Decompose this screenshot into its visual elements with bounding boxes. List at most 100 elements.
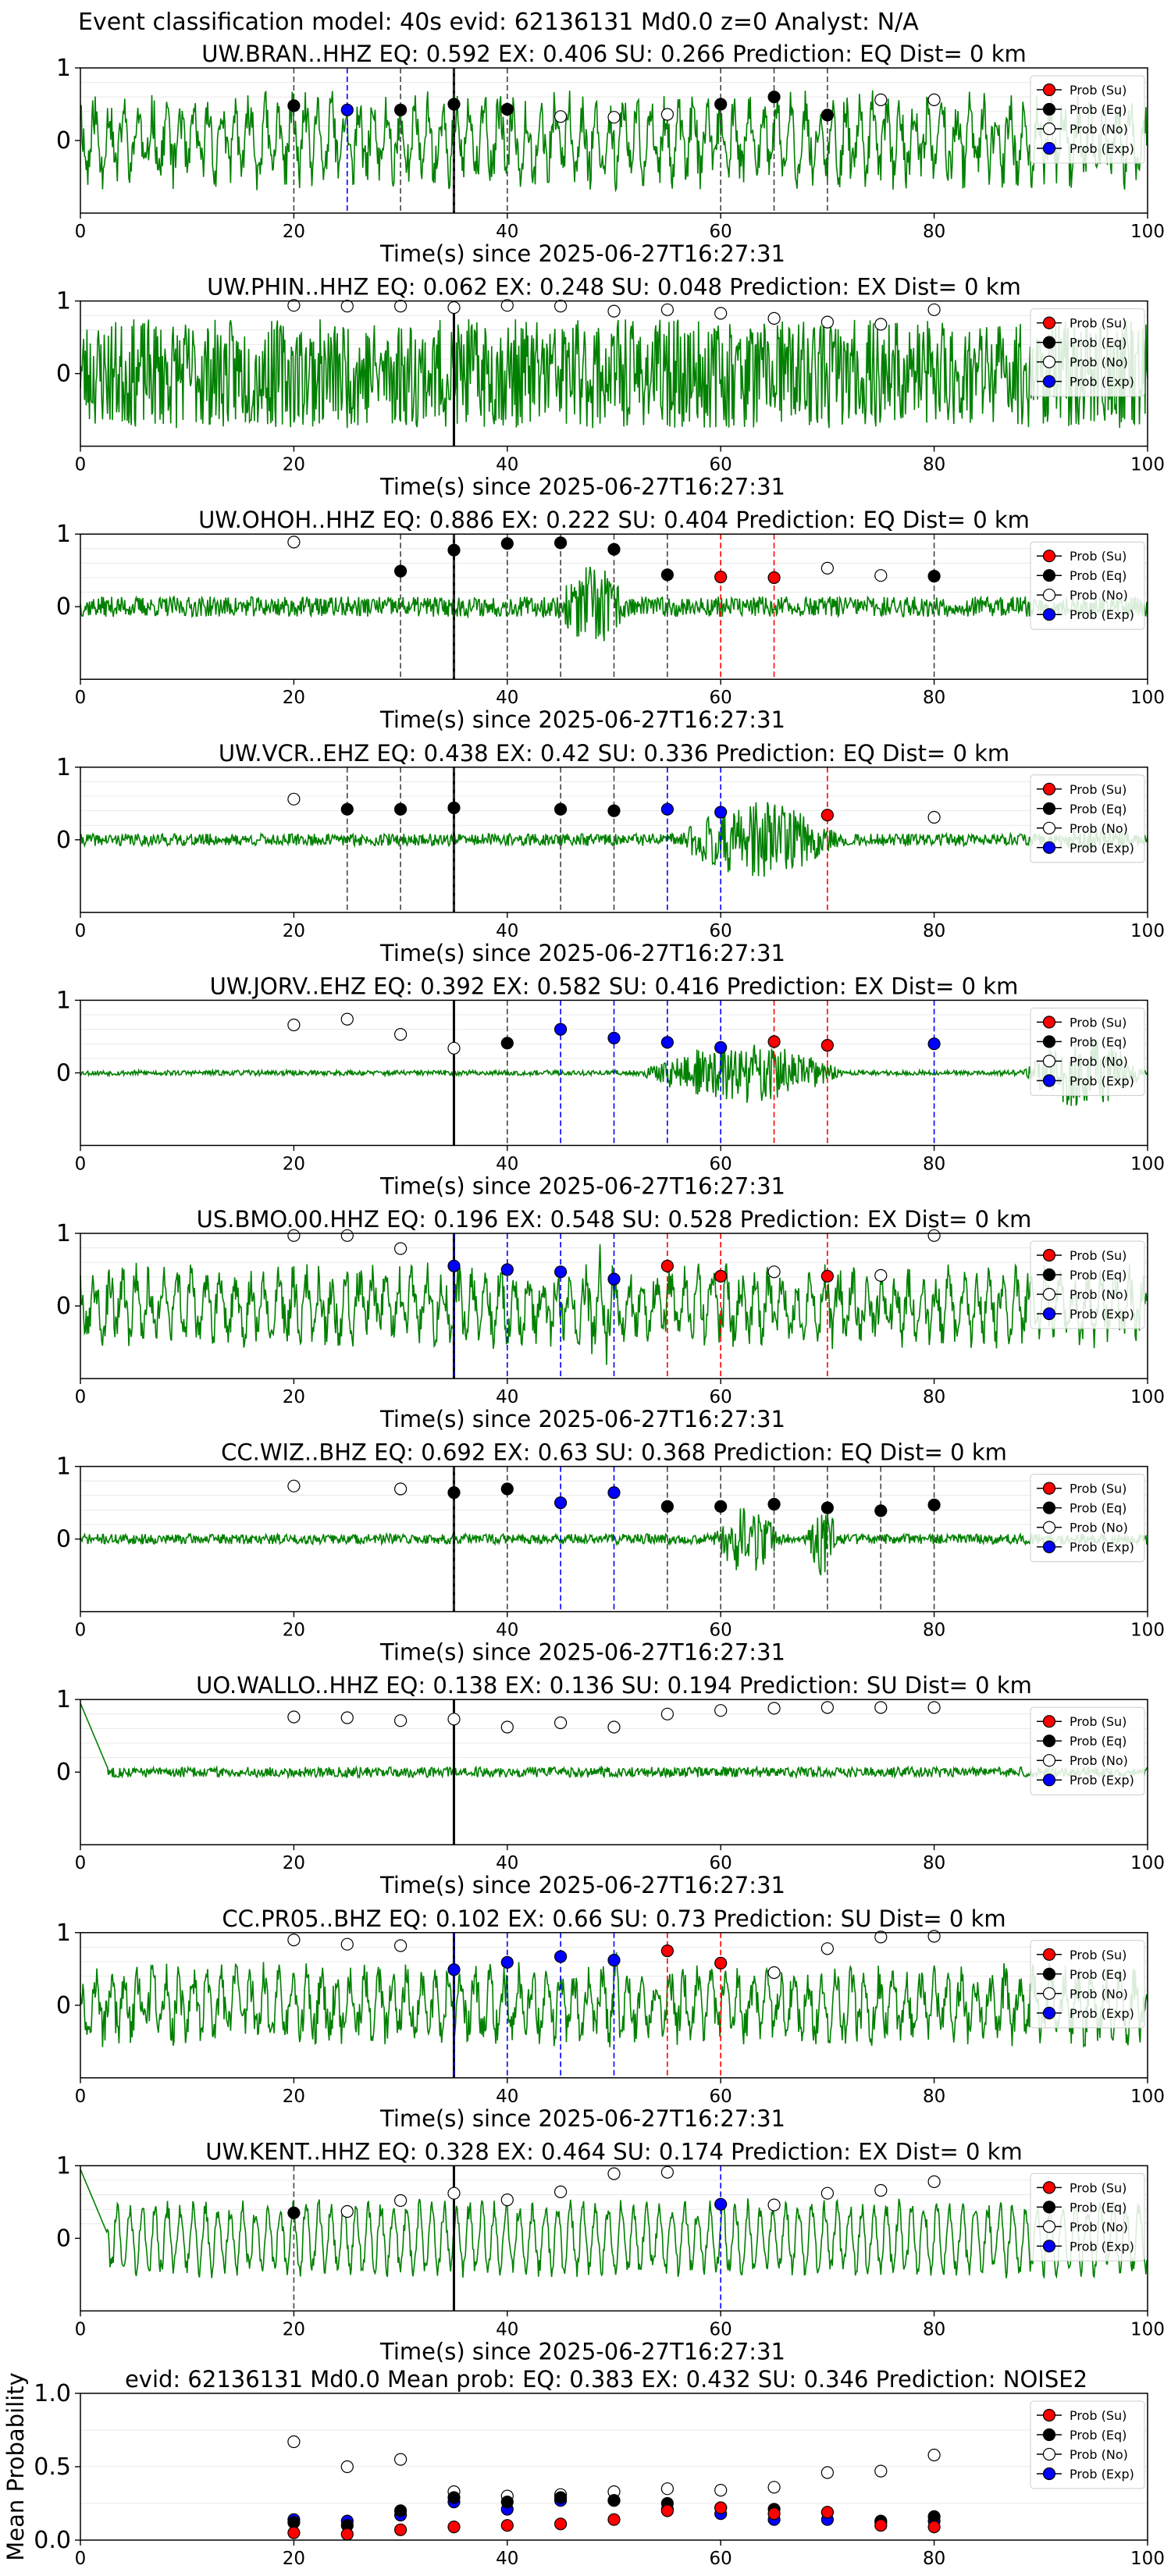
mean-prob-marker-no [820,2466,835,2479]
prob-marker-no [553,2185,568,2198]
x-axis-label: Time(s) since 2025-06-27T16:27:31 [379,2105,785,2132]
prob-marker-su [660,1944,674,1958]
legend-marker-exp [1042,1774,1056,1787]
mean-prob-marker-eq [393,2504,408,2517]
x-tick-label: 20 [283,921,305,941]
legend-marker-eq [1042,1735,1056,1748]
prob-marker-eq [714,98,728,111]
legend-label-exp: Prob (Exp) [1070,375,1134,390]
x-tick-label: 80 [923,688,945,708]
mean-prob-marker-su [553,2517,568,2531]
legend-label-eq: Prob (Eq) [1070,1034,1127,1049]
prob-marker-no [393,1714,408,1727]
legend-marker-exp [1042,1074,1056,1087]
prob-marker-no [820,1701,835,1714]
y-tick-label: 1 [56,521,71,548]
prob-marker-no [660,1707,674,1720]
x-tick-label: 60 [710,455,732,475]
mean-prob-marker-no [714,2484,728,2497]
legend-marker-eq [1042,2428,1056,2442]
x-tick-label: 60 [710,921,732,941]
prob-marker-eq [340,802,354,816]
x-tick-label: 80 [923,1154,945,1174]
panel-3: UW.OHOH..HHZ EQ: 0.886 EX: 0.222 SU: 0.4… [56,507,1165,733]
legend-label-exp: Prob (Exp) [1070,841,1134,856]
x-axis-label: Time(s) since 2025-06-27T16:27:31 [379,240,785,267]
prob-marker-no [340,1229,354,1242]
y-tick-label: 0 [56,1759,71,1786]
prob-marker-no [447,1713,461,1726]
x-tick-label: 80 [923,2319,945,2339]
mean-prob-marker-su [714,2501,728,2514]
x-tick-label: 40 [496,2549,518,2569]
x-tick-label: 100 [1130,1621,1165,1641]
prob-marker-exp [447,1963,461,1976]
x-tick-label: 0 [75,1621,87,1641]
panel-11: evid: 62136131 Md0.0 Mean prob: EQ: 0.38… [2,2366,1165,2569]
legend-marker-exp [1042,1540,1056,1553]
prob-marker-eq [393,802,408,816]
x-tick-label: 40 [496,222,518,242]
prob-marker-eq [660,568,674,582]
prob-marker-eq [553,536,568,550]
legend-box [1030,1474,1145,1563]
x-tick-label: 60 [710,1853,732,1873]
panel-title: US.BMO.00.HHZ EQ: 0.196 EX: 0.548 SU: 0.… [197,1206,1032,1233]
prob-marker-no [447,301,461,315]
mean-prob-marker-eq [607,2494,621,2507]
legend-marker-su [1042,1248,1056,1262]
x-tick-label: 100 [1130,1154,1165,1174]
prob-marker-su [714,1956,728,1969]
x-axis-label: Time(s) since 2025-06-27T16:27:31 [379,1872,785,1898]
legend-label-exp: Prob (Exp) [1070,2467,1134,2482]
legend-label-su: Prob (Su) [1070,549,1127,564]
mean-prob-marker-eq [447,2491,461,2504]
legend-box [1030,308,1145,397]
prob-marker-eq [607,543,621,556]
prob-marker-no [874,2183,888,2197]
prob-marker-no [287,792,301,806]
legend-marker-exp [1042,141,1056,155]
legend-label-su: Prob (Su) [1070,782,1127,797]
legend-marker-no [1042,589,1056,602]
prob-marker-no [927,93,941,107]
legend-label-exp: Prob (Exp) [1070,1307,1134,1322]
prob-marker-eq [500,102,514,116]
legend-box [1030,1706,1145,1795]
prob-marker-no [767,1702,781,1715]
x-tick-label: 60 [710,222,732,242]
x-tick-label: 80 [923,1853,945,1873]
prob-marker-no [660,108,674,121]
legend-marker-no [1042,1055,1056,1068]
x-tick-label: 100 [1130,1853,1165,1873]
legend-label-no: Prob (No) [1070,355,1128,370]
panel-title: UW.VCR..EHZ EQ: 0.438 EX: 0.42 SU: 0.336… [219,740,1009,767]
prob-marker-no [340,1937,354,1951]
panel-title: UO.WALLO..HHZ EQ: 0.138 EX: 0.136 SU: 0.… [196,1672,1032,1699]
x-tick-label: 20 [283,1621,305,1641]
legend-marker-no [1042,1754,1056,1767]
legend-box [1030,1940,1145,2029]
legend-marker-exp [1042,1307,1056,1321]
prob-marker-exp [607,1031,621,1044]
prob-marker-su [767,571,781,585]
mean-prob-marker-eq [500,2496,514,2509]
prob-marker-no [874,318,888,331]
prob-marker-no [874,1701,888,1714]
prob-marker-no [287,1018,301,1032]
legend-marker-exp [1042,375,1056,388]
prob-marker-no [553,300,568,313]
x-tick-label: 0 [75,1154,87,1174]
prob-marker-eq [820,1501,835,1514]
mean-prob-marker-no [393,2453,408,2466]
prob-marker-no [447,1041,461,1055]
prob-marker-no [340,1012,354,1026]
y-tick-label: 0 [56,1992,71,2019]
prob-marker-no [393,300,408,313]
prob-marker-eq [287,99,301,112]
y-tick-label: 1 [56,987,71,1014]
legend-box [1030,1240,1145,1329]
legend-label-su: Prob (Su) [1070,83,1127,98]
legend-label-exp: Prob (Exp) [1070,1773,1134,1788]
prob-marker-exp [500,1955,514,1969]
